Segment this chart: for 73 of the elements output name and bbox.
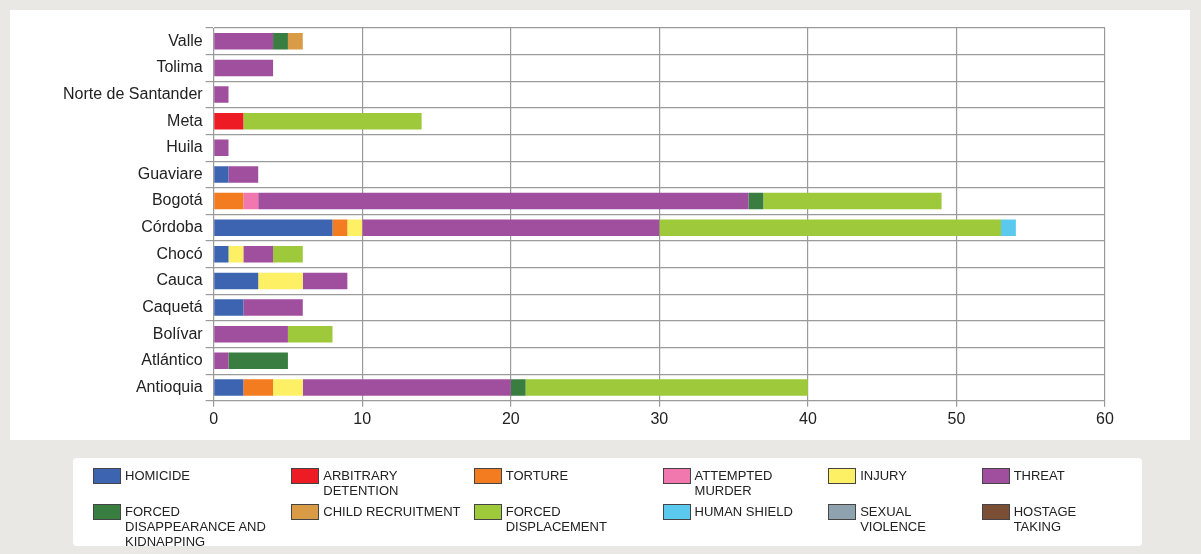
bar [214,86,229,103]
legend-label: TORTURE [505,468,569,483]
bar [287,325,333,343]
x-tick-label: 40 [798,409,817,427]
y-tick-label: Norte de Santander [62,84,204,102]
bar [214,379,244,396]
x-tick-label: 20 [501,409,520,427]
bar [214,33,274,50]
y-tick-label: Atlántico [141,351,203,369]
bar [510,379,526,396]
bar [214,299,244,316]
bar [214,166,229,183]
legend-label: ATTEMPTED MURDER [694,468,774,498]
bar [214,325,288,343]
legend-label: THREAT [1013,468,1065,483]
bar [302,379,511,396]
bar [243,192,259,210]
legend-label: INJURY [860,468,907,483]
legend-label: ARBITRARY DETENTION [323,468,400,498]
legend-label: SEXUAL VIOLENCE [860,504,927,534]
bar [243,246,274,263]
y-tick-label: Tolima [156,58,203,76]
bar [214,352,229,370]
bar [525,379,808,396]
bar [214,272,259,290]
legend-label: CHILD RECRUITMENT [323,504,461,519]
bar [214,59,274,77]
bar [228,166,259,183]
y-tick-label: Bogotá [151,191,203,209]
legend-label: HOSTAGE TAKING [1013,504,1078,534]
bar [763,192,942,210]
x-tick-label: 60 [1096,409,1114,427]
bar [332,219,348,236]
bar [243,112,422,130]
y-tick-label: Chocó [156,244,203,262]
y-tick-label: Bolívar [152,324,204,342]
bar [347,219,363,236]
legend-label: HUMAN SHIELD [694,504,793,519]
bar [273,379,303,396]
bar [243,379,274,396]
bar [258,272,303,290]
x-tick-label: 30 [650,409,669,427]
y-tick-label: Caquetá [142,298,203,316]
bar [273,33,288,50]
y-tick-label: Guaviare [137,164,203,182]
y-tick-label: Huila [166,138,203,156]
x-tick-label: 10 [353,409,372,427]
bar [362,219,660,236]
bar [214,219,333,236]
legend-label: HOMICIDE [125,468,190,483]
bar [302,272,348,290]
bar [228,352,288,370]
y-tick-label: Cauca [156,271,203,289]
bar [214,192,244,210]
y-tick-label: Meta [167,111,203,129]
bar [748,192,764,210]
bar [214,139,229,157]
bar [243,299,303,316]
x-tick-label: 0 [209,409,219,427]
bar [287,33,303,50]
bar [258,192,749,210]
bar [214,246,229,263]
bar [273,246,303,263]
bar [228,246,244,263]
legend-label: FORCED DISAPPEARANCE AND KIDNAPPING [125,504,267,549]
y-tick-label: Valle [168,31,203,49]
y-tick-label: Antioquia [135,377,203,395]
y-tick-label: Córdoba [141,218,203,236]
x-tick-label: 50 [947,409,966,427]
bar [214,112,244,130]
bar [659,219,1002,236]
legend-label: FORCED DISPLACEMENT [505,504,608,534]
bar [1001,219,1016,236]
